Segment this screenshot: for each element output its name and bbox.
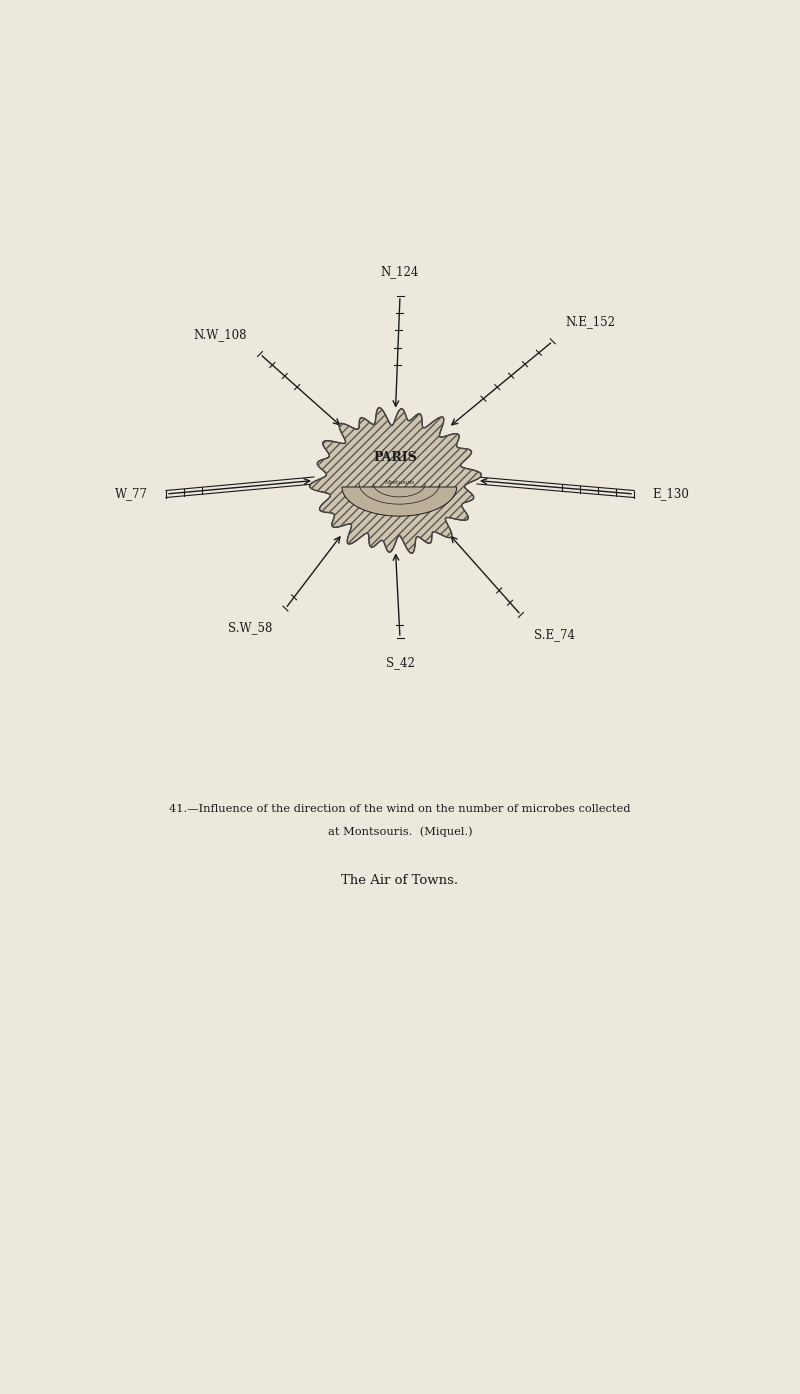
Polygon shape xyxy=(342,487,457,516)
Text: at Montsouris.  (Miquel.): at Montsouris. (Miquel.) xyxy=(328,827,472,836)
Text: S_42: S_42 xyxy=(386,657,414,669)
Text: N.E_152: N.E_152 xyxy=(566,315,615,329)
Text: W_77: W_77 xyxy=(115,488,148,500)
Text: 41.—Influence of the direction of the wind on the number of microbes collected: 41.—Influence of the direction of the wi… xyxy=(170,804,630,814)
Text: PARIS: PARIS xyxy=(374,452,418,464)
Text: The Air of Towns.: The Air of Towns. xyxy=(342,874,458,887)
Text: Montsouris: Montsouris xyxy=(384,480,414,485)
Polygon shape xyxy=(310,407,482,553)
Text: N_124: N_124 xyxy=(381,265,419,277)
Text: E_130: E_130 xyxy=(652,488,689,500)
Text: S.W_58: S.W_58 xyxy=(228,622,273,634)
Text: S.E_74: S.E_74 xyxy=(534,627,574,641)
Text: N.W_108: N.W_108 xyxy=(194,328,247,342)
